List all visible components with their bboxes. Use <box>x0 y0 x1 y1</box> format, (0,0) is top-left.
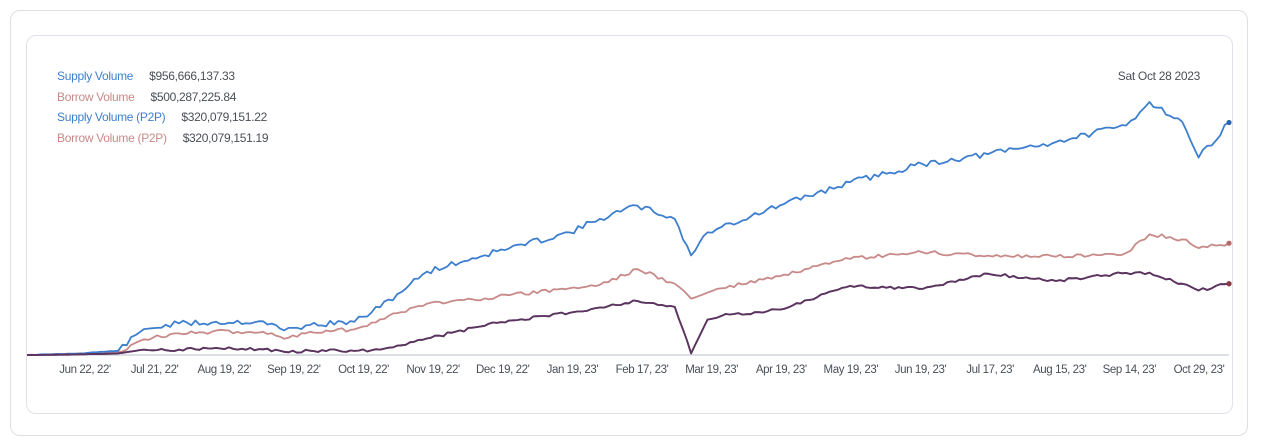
legend-label: Borrow Volume (P2P) <box>57 130 167 145</box>
x-tick-label: Mar 19, 23' <box>685 364 738 376</box>
x-tick-label: Nov 19, 22' <box>406 364 460 376</box>
hover-date-label: Sat Oct 28 2023 <box>1117 69 1201 83</box>
x-tick-label: Feb 17, 23' <box>616 364 669 376</box>
legend-label: Supply Volume <box>57 69 134 83</box>
legend-value: $320,079,151.19 <box>182 130 269 145</box>
legend-value: $956,666,137.33 <box>149 69 235 83</box>
series-line-borrow-volume-end-point <box>1226 240 1232 246</box>
series-line-supply-volume-p2p-end-point <box>1226 281 1232 287</box>
x-tick-label: Oct 29, 23' <box>1174 364 1225 376</box>
x-tick-label: May 19, 23' <box>824 364 879 376</box>
legend-item-borrow-volume: Borrow Volume $500,287,225.84 <box>57 87 268 108</box>
x-tick-label: Dec 19, 22' <box>476 364 530 376</box>
legend-item-borrow-volume-p2p: Borrow Volume (P2P) $320,079,151.19 <box>57 128 269 149</box>
x-tick-label: Sep 19, 22' <box>267 364 321 376</box>
legend-item-supply-volume: Supply Volume $956,666,137.33 <box>57 66 268 87</box>
x-tick-label: Jul 21, 22' <box>131 364 179 376</box>
series-line-supply-volume-end-point <box>1226 119 1232 126</box>
legend-value: $500,287,225.84 <box>150 89 237 104</box>
chart-legend: Supply Volume $956,666,137.33 Borrow Vol… <box>57 66 269 149</box>
x-tick-label: Jun 19, 23' <box>895 364 947 376</box>
legend-label: Supply Volume (P2P) <box>57 110 166 124</box>
series-line-supply-volume-p2p <box>27 271 1230 356</box>
x-tick-label: Aug 19, 22' <box>198 364 252 376</box>
legend-label: Borrow Volume <box>57 89 135 104</box>
legend-value: $320,079,151.22 <box>181 110 267 124</box>
series-line-supply-volume <box>27 101 1230 356</box>
chart-card <box>26 35 1233 414</box>
x-tick-label: Sep 14, 23' <box>1103 364 1157 376</box>
series-line-borrow-volume-p2p <box>27 271 1230 356</box>
legend-item-supply-volume-p2p: Supply Volume (P2P) $320,079,151.22 <box>57 107 268 128</box>
series-line-borrow-volume <box>26 233 1230 356</box>
x-tick-label: Jun 22, 22' <box>59 364 111 376</box>
x-tick-label: Oct 19, 22' <box>338 364 389 376</box>
x-tick-label: Jul 17, 23' <box>966 364 1014 376</box>
x-tick-label: Jan 19, 23' <box>547 364 599 376</box>
x-tick-label: Aug 15, 23' <box>1033 364 1087 376</box>
x-tick-label: Apr 19, 23' <box>756 364 807 376</box>
